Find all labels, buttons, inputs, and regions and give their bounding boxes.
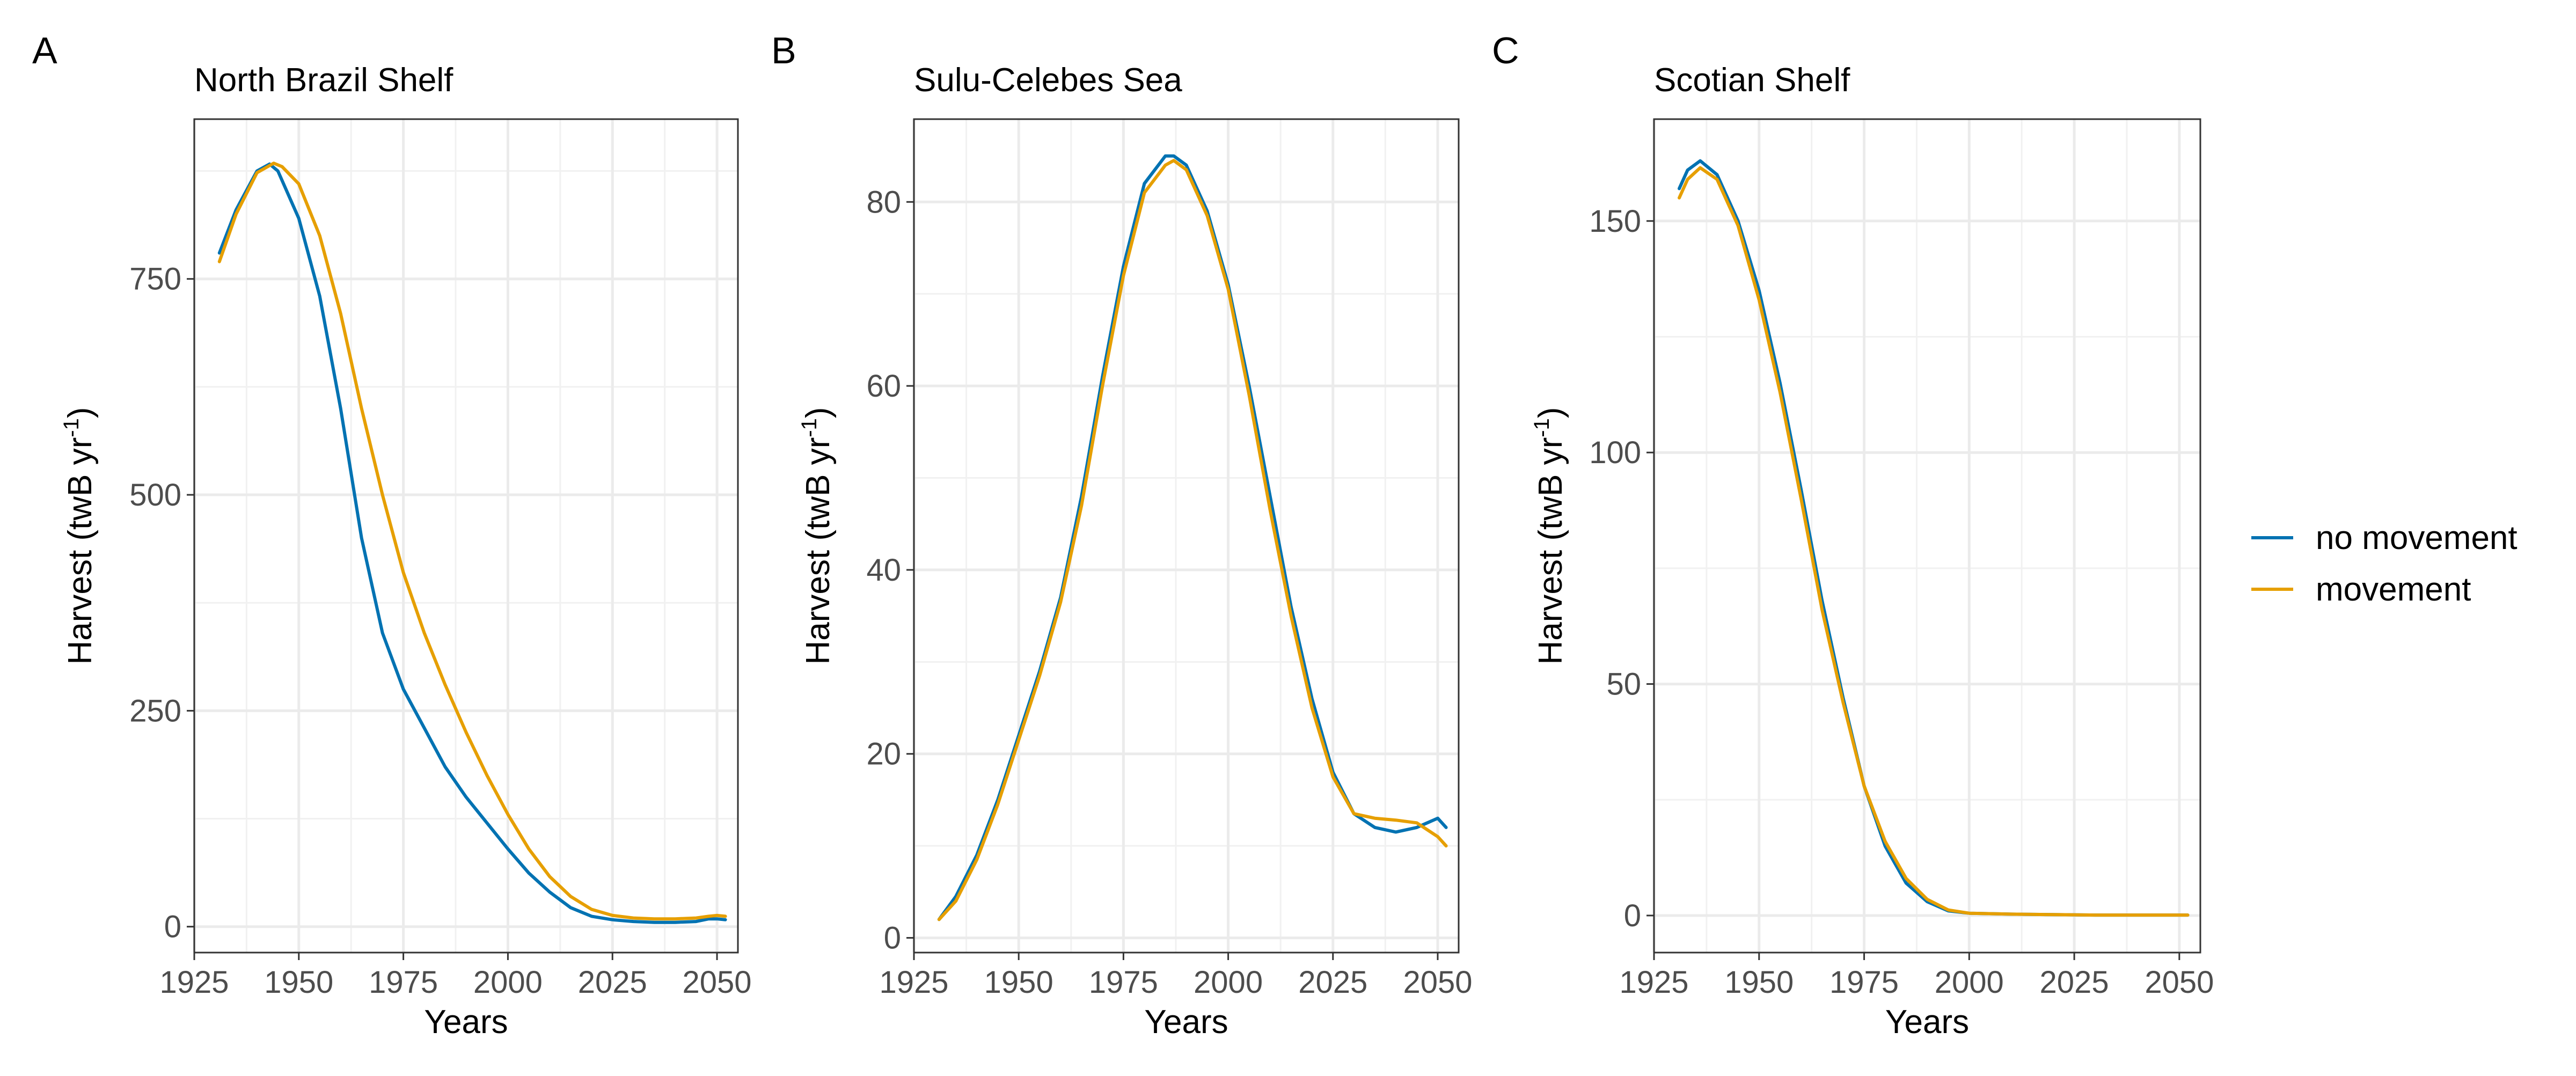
y-tick-label: 40	[866, 553, 901, 588]
x-tick-label: 2025	[1298, 965, 1367, 1000]
panel-letter: B	[771, 30, 796, 71]
y-tick-label: 150	[1589, 204, 1641, 239]
y-tick-label: 80	[866, 185, 901, 219]
x-tick-label: 1950	[264, 965, 333, 1000]
x-tick-label: 2050	[2145, 965, 2214, 1000]
x-tick-label: 1975	[369, 965, 438, 1000]
y-tick-label: 0	[884, 921, 901, 956]
y-axis-label-main: Harvest (twB yr	[62, 437, 99, 665]
x-tick-label: 1925	[159, 965, 229, 1000]
x-tick-label: 2000	[473, 965, 543, 1000]
y-tick-label: 60	[866, 369, 901, 404]
x-axis-label: Years	[1885, 1004, 1969, 1041]
x-tick-label: 1950	[1724, 965, 1794, 1000]
y-tick-label: 0	[1624, 898, 1641, 933]
y-tick-label: 50	[1606, 667, 1641, 702]
x-tick-label: 1925	[879, 965, 948, 1000]
plot-background	[1654, 119, 2200, 953]
panel-letter: A	[32, 30, 57, 71]
y-tick-label: 750	[129, 262, 181, 297]
panel-border	[913, 118, 1460, 954]
x-axis-label: Years	[1144, 1004, 1228, 1041]
series-line-movement	[217, 162, 727, 921]
y-axis-label-main: Harvest (twB yr	[800, 437, 837, 665]
legend-label-movement: movement	[2316, 571, 2471, 608]
y-axis-label-close: )	[1532, 407, 1569, 419]
panel-2: 1925 1950 1975 2000 2025 2050 0 20 40 60 80 Years Ha…	[771, 30, 1472, 1041]
plot-background	[194, 119, 738, 953]
x-tick-label: 1925	[1619, 965, 1688, 1000]
y-axis-label: Harvest (twB yr-1)	[1530, 407, 1569, 665]
x-tick-label: 2025	[578, 965, 647, 1000]
panel-border	[1653, 118, 2201, 954]
y-axis-label-close: )	[62, 407, 99, 419]
x-tick-label: 2050	[1403, 965, 1472, 1000]
panel-1: 1925 1950 1975 2000 2025 2050 0 250 500 750 Years H…	[32, 30, 752, 1041]
y-axis-label: Harvest (twB yr-1)	[60, 407, 99, 665]
x-tick-label: 2000	[1935, 965, 2004, 1000]
x-tick-label: 2050	[683, 965, 752, 1000]
plot-background	[914, 119, 1459, 953]
y-tick-label: 100	[1589, 435, 1641, 470]
y-axis-label-close: )	[800, 407, 837, 419]
legend: no movement movement	[2251, 519, 2518, 608]
panel-title: North Brazil Shelf	[194, 62, 453, 99]
x-tick-label: 1975	[1829, 965, 1899, 1000]
y-axis-label-superscript: -1	[797, 418, 821, 437]
x-tick-label: 1975	[1089, 965, 1158, 1000]
y-tick-label: 250	[129, 693, 181, 728]
y-tick-label: 0	[164, 910, 181, 945]
x-axis-label: Years	[424, 1004, 508, 1041]
legend-label-no-movement: no movement	[2316, 519, 2518, 557]
y-axis-label-main: Harvest (twB yr	[1532, 437, 1569, 665]
panel-title: Sulu-Celebes Sea	[914, 62, 1182, 99]
y-tick-label: 500	[129, 478, 181, 513]
x-tick-label: 1950	[984, 965, 1053, 1000]
panel-border	[193, 118, 739, 954]
panel-letter: C	[1492, 30, 1519, 71]
y-tick-label: 20	[866, 737, 901, 772]
y-axis-label-superscript: -1	[60, 418, 83, 437]
x-tick-label: 2025	[2040, 965, 2109, 1000]
panel-title: Scotian Shelf	[1654, 62, 1850, 99]
series-line-no-movement	[217, 162, 727, 924]
y-axis-label-superscript: -1	[1530, 418, 1554, 437]
series-line-movement	[937, 159, 1448, 921]
series-line-movement	[1678, 166, 2190, 917]
x-tick-label: 2000	[1194, 965, 1263, 1000]
y-axis-label: Harvest (twB yr-1)	[797, 407, 837, 665]
panel-3: 1925 1950 1975 2000 2025 2050 0 50 100 150 Years Ha…	[1492, 30, 2214, 1041]
